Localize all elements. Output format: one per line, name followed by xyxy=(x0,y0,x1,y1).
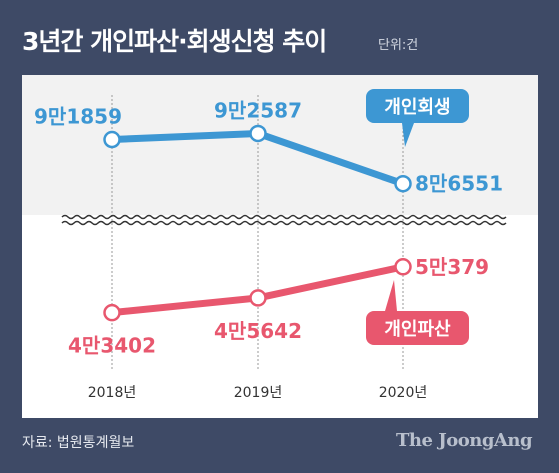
data-point-0-2 xyxy=(394,174,412,193)
data-label-0-2: 8만6551 xyxy=(415,172,503,196)
data-point-1-2 xyxy=(394,258,412,276)
data-point-0-1 xyxy=(249,124,267,143)
chart-panel: 9만1859 9만2587 8만6551 개인회생 4만3402 4만5642 5만379 개… xyxy=(22,75,538,418)
data-point-1-0 xyxy=(103,303,121,322)
chart-title: 3년간 개인파산·회생신청 추이 xyxy=(22,27,327,56)
source-note: 자료: 법원통계월보 xyxy=(22,435,135,451)
data-label-1-0: 4만3402 xyxy=(68,334,156,358)
x-tick-label-2: 2020년 xyxy=(379,385,428,401)
data-point-1-1 xyxy=(249,289,267,307)
line-chart: 9만1859 9만2587 8만6551 개인회생 4만3402 4만5642 5만379 개… xyxy=(22,75,538,401)
legend-label-0: 개인회생 xyxy=(384,97,450,118)
data-label-0-0: 9만1859 xyxy=(34,105,122,129)
data-point-0-0 xyxy=(103,130,121,149)
unit-label: 단위:건 xyxy=(378,38,419,53)
axis-break-wave-bottom xyxy=(61,220,507,226)
brand-logo: The JoongAng xyxy=(396,430,533,451)
data-label-0-1: 9만2587 xyxy=(214,98,302,122)
legend-callout-0 xyxy=(366,89,469,123)
x-tick-label-0: 2018년 xyxy=(88,385,137,401)
legend-callout-1 xyxy=(366,311,469,345)
axis-break-wave-top xyxy=(61,214,507,220)
legend-callout-tail-1 xyxy=(385,280,397,311)
legend-label-1: 개인파산 xyxy=(384,319,451,340)
data-label-1-2: 5만379 xyxy=(415,255,489,279)
legend-callout-tail-0 xyxy=(402,123,414,147)
x-tick-label-1: 2019년 xyxy=(234,385,283,401)
data-label-1-1: 4만5642 xyxy=(214,319,302,343)
